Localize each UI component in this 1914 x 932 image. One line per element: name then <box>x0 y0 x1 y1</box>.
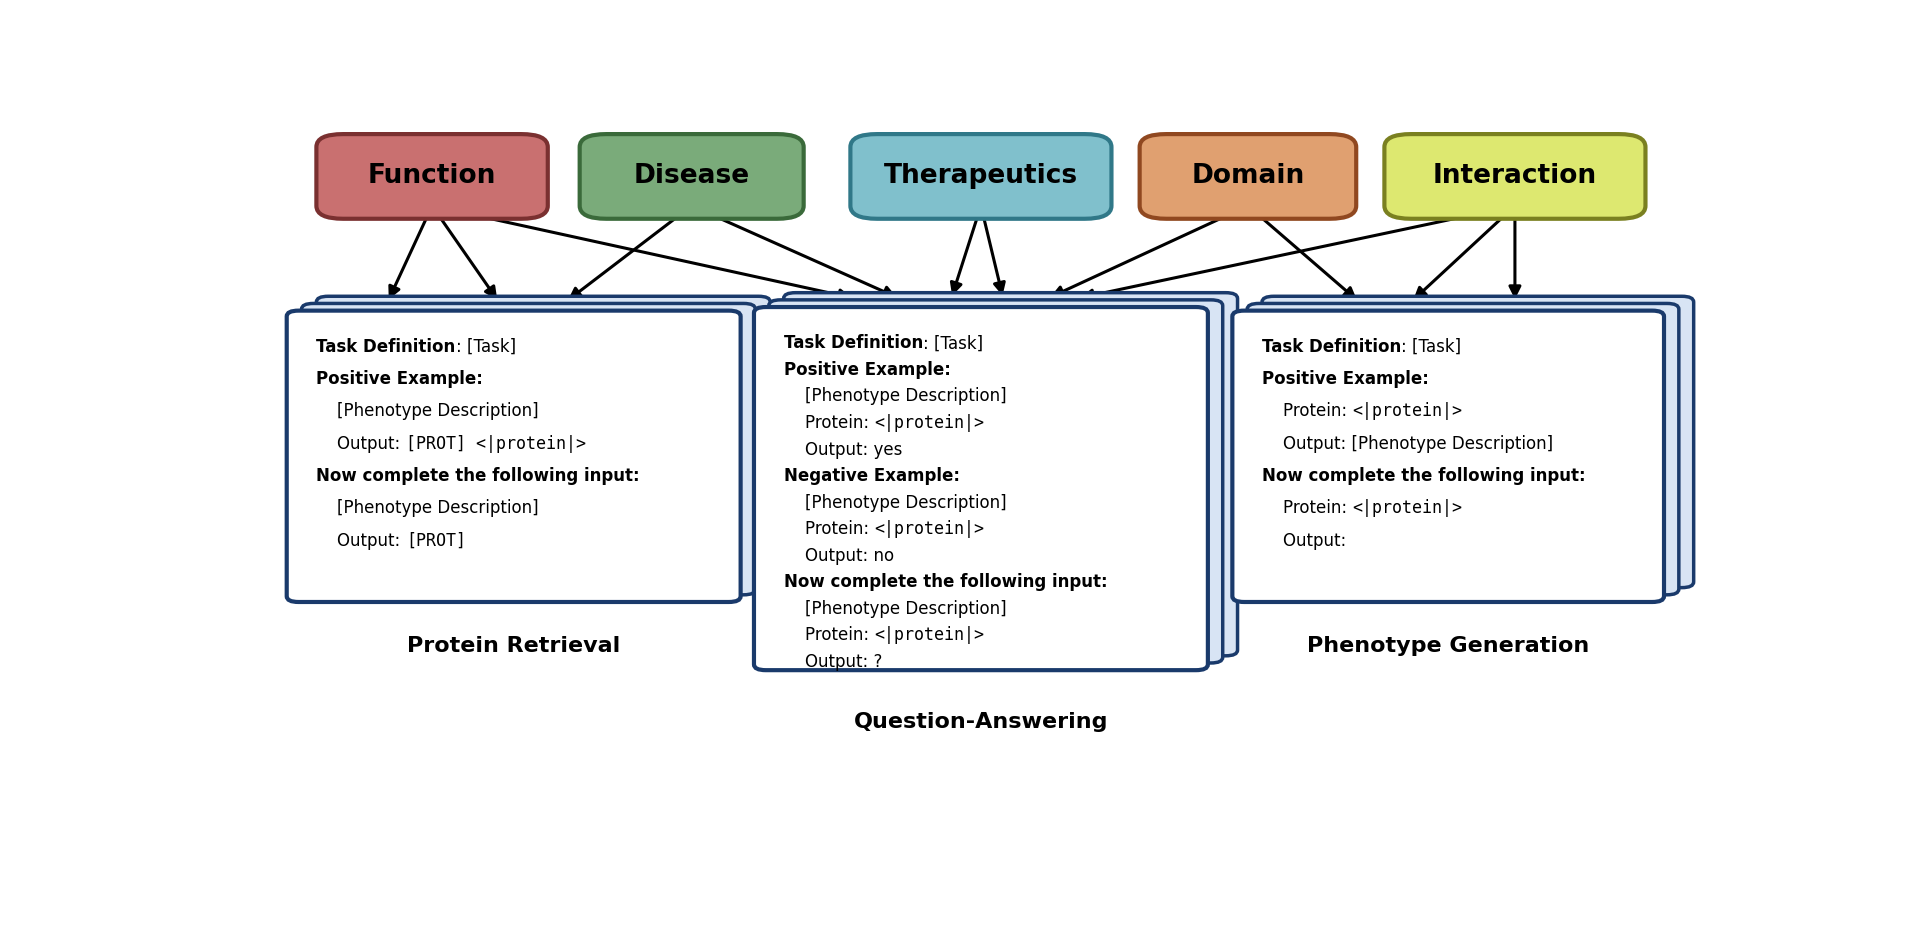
Text: Protein:: Protein: <box>783 520 875 538</box>
Text: Negative Example:: Negative Example: <box>783 467 959 485</box>
Text: Output:: Output: <box>316 531 406 550</box>
FancyBboxPatch shape <box>316 134 547 219</box>
FancyBboxPatch shape <box>1261 296 1694 588</box>
Text: Output: yes: Output: yes <box>783 441 901 459</box>
FancyBboxPatch shape <box>769 300 1223 663</box>
Text: Task Definition: Task Definition <box>1261 338 1401 356</box>
Text: : [Task]: : [Task] <box>923 335 984 352</box>
FancyBboxPatch shape <box>316 296 769 588</box>
Text: <|protein|>: <|protein|> <box>1353 500 1462 517</box>
Text: Output: no: Output: no <box>783 547 894 565</box>
FancyBboxPatch shape <box>783 293 1238 656</box>
Text: <|protein|>: <|protein|> <box>875 520 984 538</box>
FancyBboxPatch shape <box>302 304 756 595</box>
FancyBboxPatch shape <box>1248 304 1679 595</box>
Text: : [Task]: : [Task] <box>456 338 515 356</box>
FancyBboxPatch shape <box>1233 310 1663 602</box>
Text: <|protein|>: <|protein|> <box>875 626 984 644</box>
Text: Task Definition: Task Definition <box>316 338 456 356</box>
FancyBboxPatch shape <box>287 310 741 602</box>
FancyBboxPatch shape <box>850 134 1112 219</box>
Text: Now complete the following input:: Now complete the following input: <box>783 573 1108 591</box>
Text: Now complete the following input:: Now complete the following input: <box>316 467 639 485</box>
Text: [Phenotype Description]: [Phenotype Description] <box>783 494 1007 512</box>
Text: [PROT] <|protein|>: [PROT] <|protein|> <box>406 435 586 453</box>
FancyBboxPatch shape <box>1384 134 1646 219</box>
Text: : [Task]: : [Task] <box>1401 338 1462 356</box>
Text: Positive Example:: Positive Example: <box>783 361 951 379</box>
Text: Positive Example:: Positive Example: <box>316 370 482 389</box>
Text: Now complete the following input:: Now complete the following input: <box>1261 467 1585 485</box>
Text: Output: ?: Output: ? <box>783 653 882 671</box>
Text: Protein:: Protein: <box>783 626 875 644</box>
FancyBboxPatch shape <box>580 134 804 219</box>
Text: Phenotype Generation: Phenotype Generation <box>1307 637 1589 656</box>
Text: [Phenotype Description]: [Phenotype Description] <box>783 600 1007 618</box>
Text: Output:: Output: <box>316 435 406 453</box>
Text: Disease: Disease <box>634 163 750 189</box>
Text: [Phenotype Description]: [Phenotype Description] <box>316 403 540 420</box>
Text: Positive Example:: Positive Example: <box>1261 370 1430 389</box>
Text: [Phenotype Description]: [Phenotype Description] <box>316 500 540 517</box>
Text: Protein:: Protein: <box>783 414 875 432</box>
Text: Domain: Domain <box>1191 163 1305 189</box>
Text: Interaction: Interaction <box>1434 163 1596 189</box>
FancyBboxPatch shape <box>1139 134 1357 219</box>
Text: Output:: Output: <box>1261 531 1346 550</box>
Text: Protein:: Protein: <box>1261 500 1353 517</box>
Text: <|protein|>: <|protein|> <box>875 414 984 432</box>
Text: <|protein|>: <|protein|> <box>1353 403 1462 420</box>
Text: Protein Retrieval: Protein Retrieval <box>408 637 620 656</box>
Text: Function: Function <box>367 163 496 189</box>
Text: [Phenotype Description]: [Phenotype Description] <box>783 388 1007 405</box>
Text: Therapeutics: Therapeutics <box>884 163 1078 189</box>
Text: Task Definition: Task Definition <box>783 335 923 352</box>
Text: Question-Answering: Question-Answering <box>854 712 1108 732</box>
FancyBboxPatch shape <box>754 307 1208 670</box>
Text: [PROT]: [PROT] <box>406 531 465 550</box>
Text: Protein:: Protein: <box>1261 403 1353 420</box>
Text: Output: [Phenotype Description]: Output: [Phenotype Description] <box>1261 435 1552 453</box>
